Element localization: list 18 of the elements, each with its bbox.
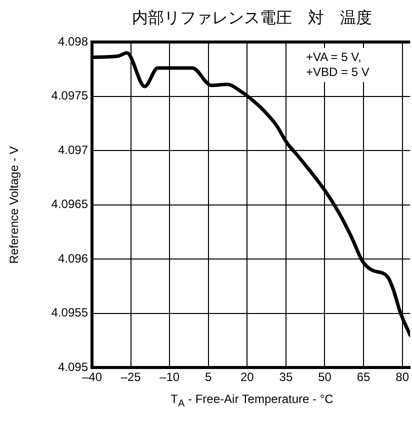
x-tick-label: 5 <box>205 370 212 384</box>
x-tick-label: 35 <box>279 370 293 384</box>
y-tick-label: 4.0965 <box>51 197 88 212</box>
y-tick-label: 4.0975 <box>51 88 88 103</box>
y-tick-label: 4.097 <box>58 142 88 157</box>
y-tick-label: 4.098 <box>58 34 88 48</box>
x-tick-label: 65 <box>356 370 371 384</box>
annotation: +VA = 5 V, +VBD = 5 V <box>300 48 376 82</box>
y-axis-title: Reference Voltage - V <box>7 146 21 264</box>
x-tick-label: 50 <box>318 370 332 384</box>
y-tick-label: 4.0955 <box>51 306 88 320</box>
x-tick-label: –10 <box>160 370 180 384</box>
x-tick-label: 80 <box>396 370 410 384</box>
chart-title: 内部リファレンス電圧 対 温度 <box>131 8 373 29</box>
y-tick-label: 4.096 <box>58 251 88 266</box>
x-tick-label: 20 <box>240 370 254 384</box>
x-tick-label: –25 <box>120 370 142 384</box>
x-axis-title: T$_{A}$ - Free-Air Temperature - °C <box>170 392 334 410</box>
